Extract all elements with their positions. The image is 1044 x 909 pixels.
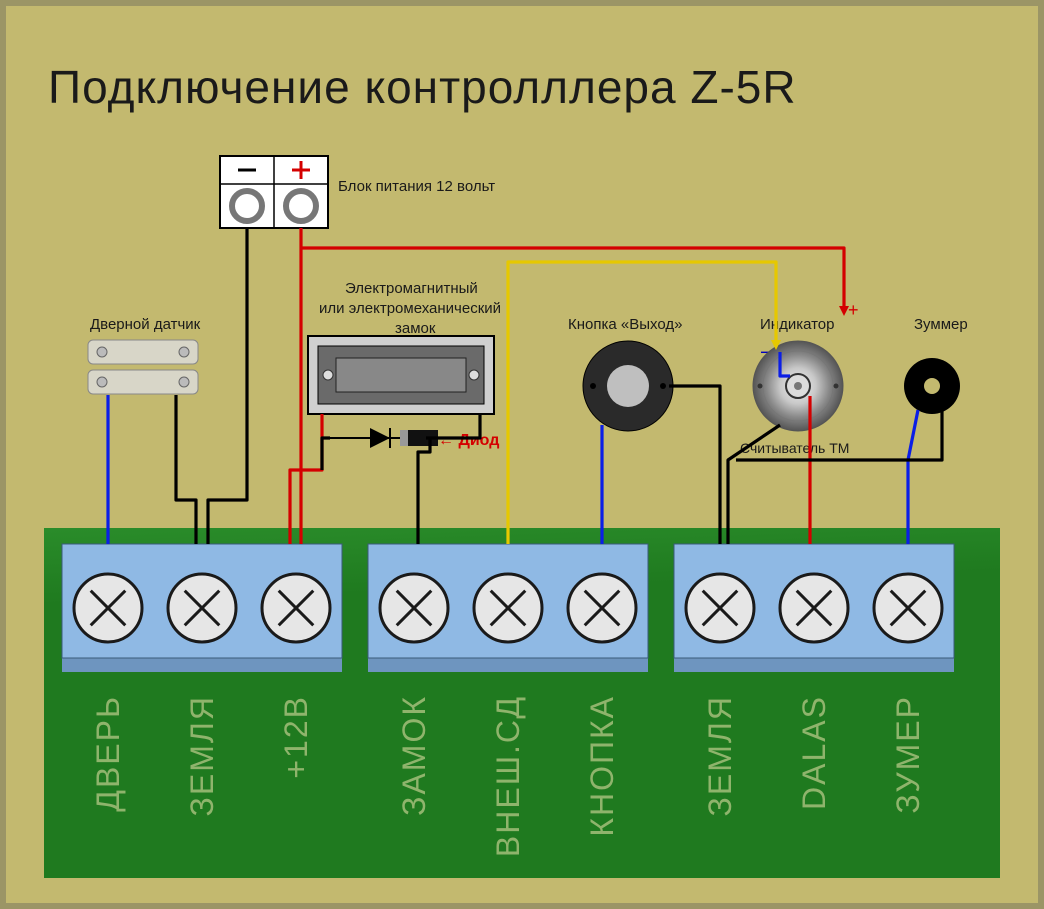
- label-diode: ← Диод: [438, 432, 499, 450]
- pin-label: КНОПКА: [584, 695, 621, 837]
- diagram-title: Подключение контролллера Z-5R: [48, 60, 797, 114]
- label-plus: +: [848, 300, 859, 321]
- pin-label: ВНЕШ.СД: [490, 695, 527, 857]
- pin-label: +12B: [278, 695, 315, 779]
- label-power: Блок питания 12 вольт: [338, 178, 495, 195]
- label-lock1: Электромагнитный: [345, 280, 478, 297]
- label-reader: Считыватель TM: [740, 440, 849, 456]
- label-lock2: или электромеханический: [319, 300, 501, 317]
- label-indic: Индикатор: [760, 316, 835, 333]
- pin-label: ЗЕМЛЯ: [184, 695, 221, 816]
- label-sensor: Дверной датчик: [90, 316, 200, 333]
- pin-label: ЗЕМЛЯ: [702, 695, 739, 816]
- pin-label: ДВЕРЬ: [90, 695, 127, 812]
- label-lock3: замок: [395, 320, 435, 337]
- pin-label: ЗАМОК: [396, 695, 433, 816]
- label-buzzer: Зуммер: [914, 316, 968, 333]
- label-button: Кнопка «Выход»: [568, 316, 682, 333]
- label-minus: −: [760, 342, 772, 365]
- pin-label: DALAS: [796, 695, 833, 810]
- pin-label: ЗУМЕР: [890, 695, 927, 814]
